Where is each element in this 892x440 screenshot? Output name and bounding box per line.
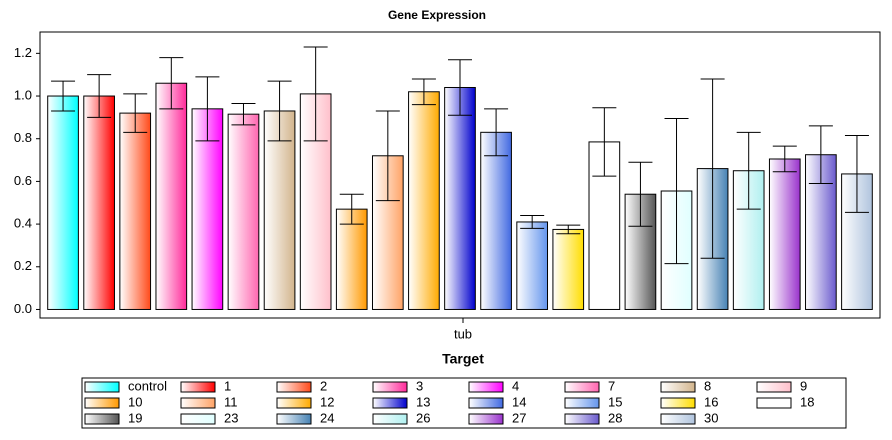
legend-swatch [276,381,312,393]
legend-label: 28 [608,410,622,425]
bar [480,131,512,310]
plot-frame [39,31,881,319]
error-bar [375,110,400,202]
legend-swatch [84,381,120,393]
error-bar [520,215,545,229]
legend-swatch [180,397,216,409]
error-bar [195,76,220,142]
bar [444,86,476,310]
legend-label: 8 [704,378,711,393]
error-bar [844,135,869,213]
y-tick-label: 0.8 [14,130,32,145]
error-bar [303,46,328,142]
legend-label: 3 [416,378,423,393]
error-bar [700,78,725,259]
legend-swatch [372,381,408,393]
error-bar [664,117,689,265]
error-bar [267,80,292,142]
legend-label: 10 [128,394,142,409]
legend-label: 23 [224,410,238,425]
legend-swatch [180,381,216,393]
legend-swatch [660,413,696,425]
bar [263,110,296,310]
error-bar [411,78,436,106]
legend-label: 19 [128,410,142,425]
legend-label: 14 [512,394,526,409]
legend-label: 30 [704,410,718,425]
bar [371,155,404,310]
error-bar [736,131,761,210]
legend-label: 16 [704,394,718,409]
legend-label: 13 [416,394,430,409]
error-bar [592,107,617,177]
bar [47,95,79,310]
chart-title: Gene Expression [388,8,486,22]
legend-label: 9 [800,378,807,393]
error-bar [87,74,112,118]
legend-swatch [660,397,696,409]
bar [552,228,585,310]
legend-label: 2 [320,378,327,393]
legend-label: 1 [224,378,231,393]
legend-swatch [564,381,600,393]
x-tick-label: tub [454,326,472,341]
legend-label: 15 [608,394,622,409]
legend-swatch [372,397,408,409]
legend-label: 4 [512,378,519,393]
error-bar [339,193,364,225]
error-bar [159,57,184,110]
y-tick-label: 0.0 [14,301,32,316]
bar [119,112,152,310]
bar [516,221,549,310]
legend-label: control [128,378,167,393]
legend-swatch [276,413,312,425]
legend-swatch [84,397,120,409]
error-bar [556,224,581,235]
legend-swatch [372,413,408,425]
error-bar [808,125,833,185]
legend-label: 12 [320,394,334,409]
error-bar [231,103,256,126]
y-tick-label: 1.2 [14,45,32,60]
bar [408,91,440,310]
legend-swatch [564,397,600,409]
error-bar [484,108,509,157]
bar [191,108,224,310]
error-bar [51,80,76,112]
error-bar [772,145,797,173]
legend-swatch [756,381,792,393]
bar [155,82,188,310]
x-axis-label: Target [442,351,484,367]
y-tick-label: 0.4 [14,216,32,231]
legend-swatch [180,413,216,425]
bar [227,113,260,310]
legend-swatch [468,381,504,393]
legend-label: 26 [416,410,430,425]
error-bar [123,93,148,133]
legend-swatch [468,413,504,425]
legend-label: 24 [320,410,334,425]
y-tick-label: 1.0 [14,87,32,102]
legend-swatch [660,381,696,393]
legend-swatch [276,397,312,409]
legend-label: 7 [608,378,615,393]
bar [768,158,801,310]
y-tick-label: 0.2 [14,258,32,273]
error-bar [628,161,653,227]
legend-swatch [756,397,792,409]
y-tick-label: 0.6 [14,173,32,188]
legend-swatch [84,413,120,425]
bar [83,95,115,310]
error-bar [448,59,472,116]
legend-swatch [468,397,504,409]
legend-label: 11 [224,394,238,409]
legend-label: 18 [800,394,814,409]
legend-swatch [564,413,600,425]
legend-frame [81,377,847,429]
legend-label: 27 [512,410,526,425]
